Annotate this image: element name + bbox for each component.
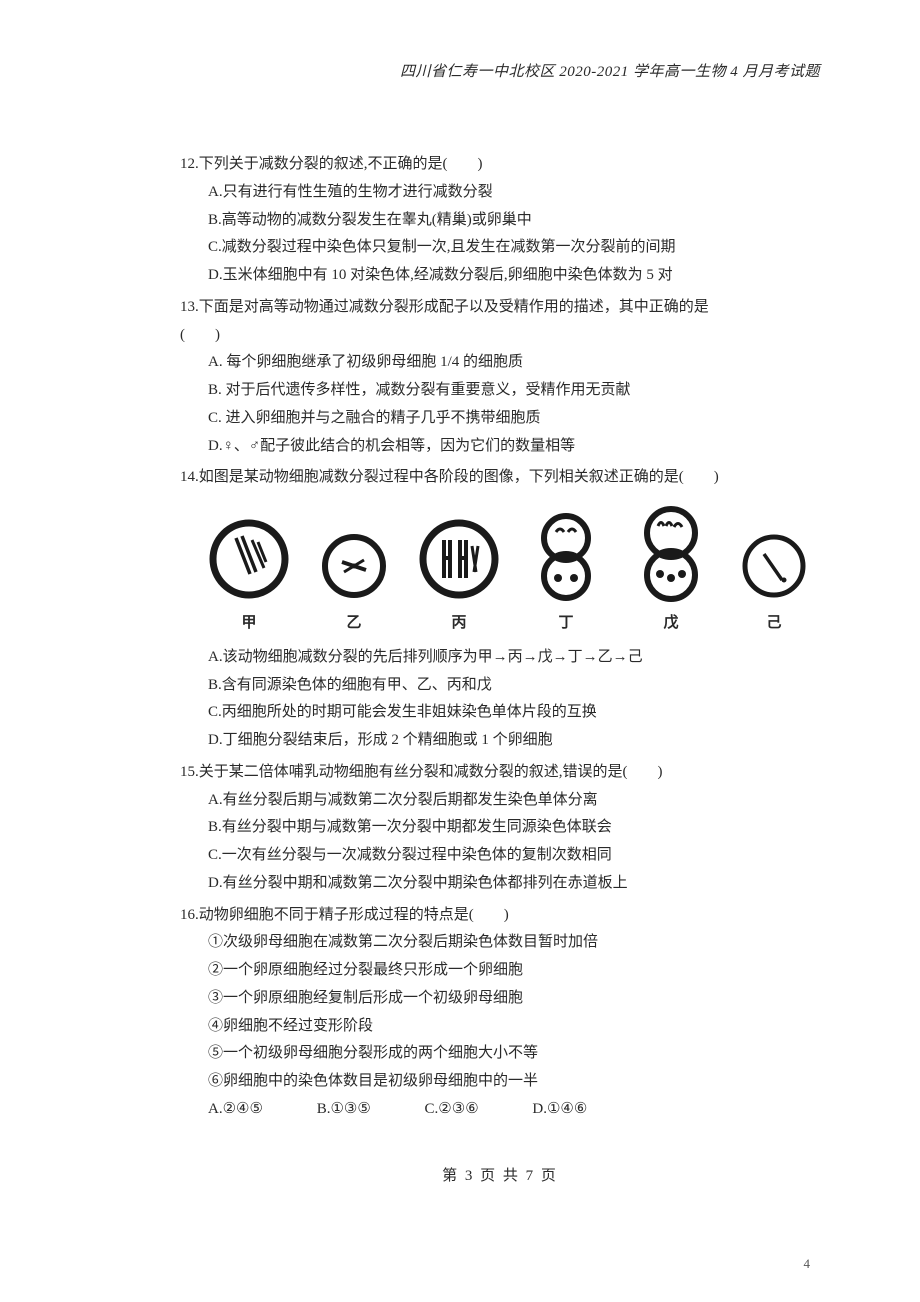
- cell-yi: 乙: [318, 530, 390, 638]
- q13-stem: 13.下面是对高等动物通过减数分裂形成配子以及受精作用的描述，其中正确的是: [180, 294, 820, 322]
- q14-opt-b: B.含有同源染色体的细胞有甲、乙、丙和戊: [180, 672, 820, 700]
- page-corner-number: 4: [804, 1256, 811, 1272]
- q15-opt-c: C.一次有丝分裂与一次减数分裂过程中染色体的复制次数相同: [180, 842, 820, 870]
- question-14: 14.如图是某动物细胞减数分裂过程中各阶段的图像，下列相关叙述正确的是( ) 甲: [180, 464, 820, 755]
- page-footer: 第 3 页 共 7 页: [180, 1164, 820, 1185]
- cell-yi-icon: [318, 530, 390, 602]
- cell-wu-label: 戊: [663, 610, 678, 638]
- q15-stem: 15.关于某二倍体哺乳动物细胞有丝分裂和减数分裂的叙述,错误的是( ): [180, 759, 820, 787]
- question-12: 12.下列关于减数分裂的叙述,不正确的是( ) A.只有进行有性生殖的生物才进行…: [180, 151, 820, 290]
- q14-opt-a: A.该动物细胞减数分裂的先后排列顺序为甲→丙→戊→丁→乙→己: [180, 644, 820, 672]
- question-15: 15.关于某二倍体哺乳动物细胞有丝分裂和减数分裂的叙述,错误的是( ) A.有丝…: [180, 759, 820, 898]
- q12-opt-a: A.只有进行有性生殖的生物才进行减数分裂: [180, 179, 820, 207]
- q13-opt-b: B. 对于后代遗传多样性，减数分裂有重要意义，受精作用无贡献: [180, 377, 820, 405]
- cell-bing-icon: [416, 516, 502, 602]
- q15-opt-d: D.有丝分裂中期和减数第二次分裂中期染色体都排列在赤道板上: [180, 870, 820, 898]
- cell-yi-label: 乙: [346, 610, 361, 638]
- q16-opt-a: A.②④⑤: [208, 1096, 263, 1124]
- page-header: 四川省仁寿一中北校区 2020-2021 学年高一生物 4 月月考试题: [180, 60, 820, 81]
- cell-ding: 丁: [528, 512, 604, 638]
- cell-ji-icon: [738, 530, 810, 602]
- q16-s5: ⑤一个初级卵母细胞分裂形成的两个细胞大小不等: [180, 1040, 820, 1068]
- q12-stem: 12.下列关于减数分裂的叙述,不正确的是( ): [180, 151, 820, 179]
- cell-ding-label: 丁: [558, 610, 573, 638]
- cell-jia-icon: [206, 516, 292, 602]
- q16-s3: ③一个卵原细胞经复制后形成一个初级卵母细胞: [180, 985, 820, 1013]
- cell-jia-label: 甲: [241, 610, 256, 638]
- q14-opt-c: C.丙细胞所处的时期可能会发生非姐妹染色单体片段的互换: [180, 699, 820, 727]
- cell-ji-label: 己: [766, 610, 781, 638]
- q15-opt-a: A.有丝分裂后期与减数第二次分裂后期都发生染色单体分离: [180, 787, 820, 815]
- q12-opt-b: B.高等动物的减数分裂发生在睾丸(精巢)或卵巢中: [180, 207, 820, 235]
- q13-opt-c: C. 进入卵细胞并与之融合的精子几乎不携带细胞质: [180, 405, 820, 433]
- q12-opt-d: D.玉米体细胞中有 10 对染色体,经减数分裂后,卵细胞中染色体数为 5 对: [180, 262, 820, 290]
- q16-s4: ④卵细胞不经过变形阶段: [180, 1013, 820, 1041]
- cell-bing-label: 丙: [451, 610, 466, 638]
- cell-ding-icon: [528, 512, 604, 602]
- cell-jia: 甲: [206, 516, 292, 638]
- q14-stem: 14.如图是某动物细胞减数分裂过程中各阶段的图像，下列相关叙述正确的是( ): [180, 464, 820, 492]
- q14-diagram: 甲 乙 丙: [180, 492, 820, 644]
- q13-paren: ( ): [180, 322, 820, 350]
- question-16: 16.动物卵细胞不同于精子形成过程的特点是( ) ①次级卵母细胞在减数第二次分裂…: [180, 902, 820, 1124]
- cell-bing: 丙: [416, 516, 502, 638]
- cell-ji: 己: [738, 530, 810, 638]
- q16-options-row: A.②④⑤ B.①③⑤ C.②③⑥ D.①④⑥: [180, 1096, 820, 1124]
- q13-opt-a: A. 每个卵细胞继承了初级卵母细胞 1/4 的细胞质: [180, 349, 820, 377]
- q16-opt-b: B.①③⑤: [317, 1096, 371, 1124]
- q16-opt-c: C.②③⑥: [425, 1096, 479, 1124]
- q12-opt-c: C.减数分裂过程中染色体只复制一次,且发生在减数第一次分裂前的间期: [180, 234, 820, 262]
- cell-wu-icon: [630, 506, 712, 602]
- exam-page: 四川省仁寿一中北校区 2020-2021 学年高一生物 4 月月考试题 12.下…: [0, 0, 920, 1225]
- q13-opt-d: D.♀、♂配子彼此结合的机会相等，因为它们的数量相等: [180, 433, 820, 461]
- question-13: 13.下面是对高等动物通过减数分裂形成配子以及受精作用的描述，其中正确的是 ( …: [180, 294, 820, 461]
- q16-s1: ①次级卵母细胞在减数第二次分裂后期染色体数目暂时加倍: [180, 929, 820, 957]
- q14-opt-d: D.丁细胞分裂结束后，形成 2 个精细胞或 1 个卵细胞: [180, 727, 820, 755]
- q16-s6: ⑥卵细胞中的染色体数目是初级卵母细胞中的一半: [180, 1068, 820, 1096]
- q16-stem: 16.动物卵细胞不同于精子形成过程的特点是( ): [180, 902, 820, 930]
- cell-wu: 戊: [630, 506, 712, 638]
- q15-opt-b: B.有丝分裂中期与减数第一次分裂中期都发生同源染色体联会: [180, 814, 820, 842]
- q16-opt-d: D.①④⑥: [532, 1096, 587, 1124]
- q16-s2: ②一个卵原细胞经过分裂最终只形成一个卵细胞: [180, 957, 820, 985]
